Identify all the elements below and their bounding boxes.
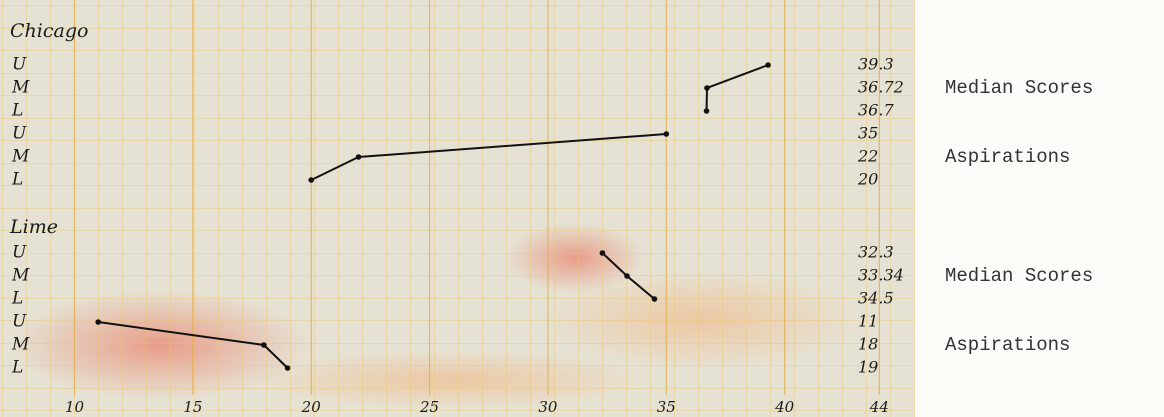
chart: 1015202530354044ChicagoUML39.336.7236.7M… (0, 0, 1164, 417)
page: {"chart_data": {"type": "line", "xlim": … (0, 0, 1164, 417)
grid-pattern (0, 0, 915, 417)
point (261, 342, 267, 348)
row-label: L (11, 170, 23, 190)
value-label: 35 (858, 124, 878, 143)
value-label: 20 (857, 170, 878, 189)
row-label: M (11, 78, 30, 98)
x-tick-label: 25 (419, 398, 439, 416)
row-label: L (11, 101, 23, 121)
panel-title: Chicago (10, 20, 88, 42)
panel-title: Lime (9, 216, 58, 238)
value-label: 36.72 (858, 78, 904, 97)
point (308, 177, 314, 183)
value-label: 34.5 (858, 289, 894, 308)
row-label: M (11, 335, 30, 355)
row-label: M (11, 147, 30, 167)
value-label: 32.3 (858, 243, 894, 262)
legend-label: Aspirations (945, 334, 1070, 356)
value-label: 39.3 (858, 55, 894, 74)
legend-label: Median Scores (945, 265, 1093, 287)
row-label: L (11, 289, 23, 309)
point (704, 85, 710, 91)
row-label: U (12, 124, 27, 144)
x-tick-label: 40 (774, 398, 795, 416)
x-tick-label: 10 (65, 398, 85, 416)
value-label: 36.7 (858, 101, 894, 120)
point (624, 273, 630, 279)
x-tick-label: 30 (538, 398, 558, 416)
row-label: U (12, 243, 27, 263)
value-label: 18 (858, 335, 878, 354)
value-label: 33.34 (858, 266, 904, 285)
point (95, 319, 101, 325)
point (600, 250, 606, 256)
row-label: U (12, 55, 27, 75)
x-tick-label: 44 (869, 398, 889, 416)
row-label: U (12, 312, 27, 332)
x-tick-label: 15 (183, 398, 202, 416)
value-label: 11 (858, 312, 878, 331)
point (663, 131, 669, 137)
point (356, 154, 362, 160)
row-label: M (11, 266, 30, 286)
point (765, 62, 771, 68)
x-tick-label: 35 (657, 398, 676, 416)
legend-label: Aspirations (945, 146, 1070, 168)
point (285, 365, 291, 371)
x-tick-label: 20 (301, 398, 322, 416)
legend-label: Median Scores (945, 77, 1093, 99)
value-label: 19 (858, 358, 878, 377)
point (704, 108, 710, 114)
value-label: 22 (857, 147, 878, 166)
point (652, 296, 658, 302)
row-label: L (11, 358, 23, 378)
